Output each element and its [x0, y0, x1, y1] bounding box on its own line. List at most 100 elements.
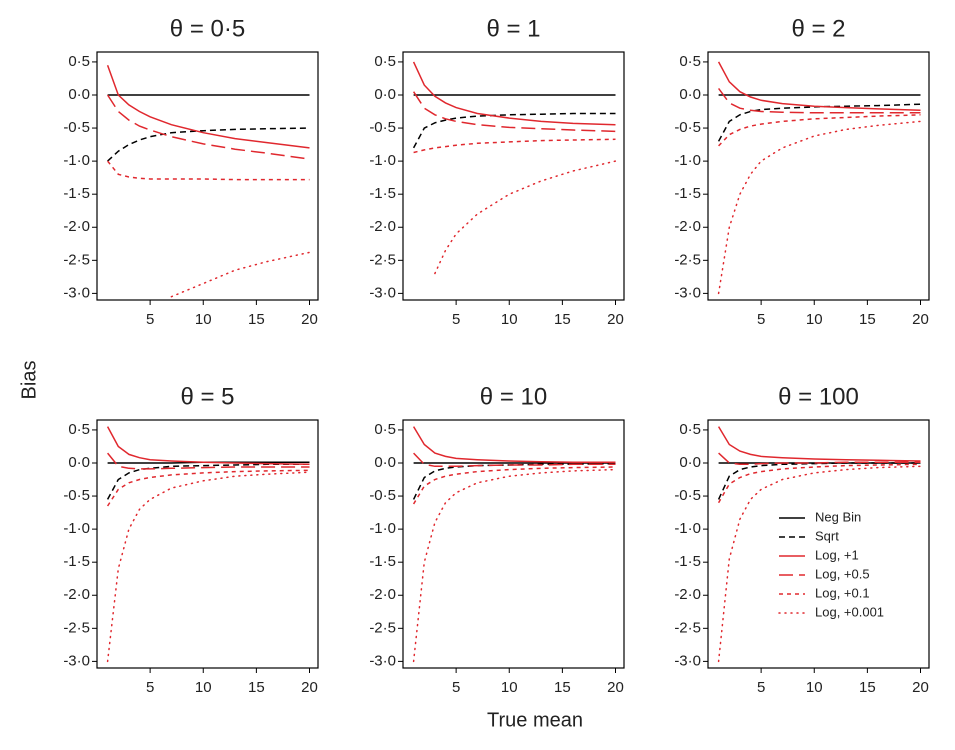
series-group [717, 61, 922, 295]
series-line [107, 461, 310, 464]
series-line [106, 463, 310, 500]
y-tick-label: -2·5 [674, 251, 701, 268]
x-tick-label: 5 [452, 679, 460, 696]
y-tick-label: -3·0 [674, 284, 701, 301]
series-line [412, 91, 616, 133]
x-tick-label: 20 [912, 679, 929, 696]
y-tick-label: -3·0 [674, 652, 701, 669]
plot-frame [402, 51, 625, 301]
y-tick-label: -2·0 [369, 586, 396, 603]
y-tick-label: 0·5 [68, 53, 90, 70]
y-tick-label: -3·0 [63, 284, 90, 301]
y-tick-label: -0·5 [63, 119, 90, 136]
y-tick-label: -2·5 [369, 619, 396, 636]
series-line [106, 64, 310, 149]
series-line [412, 468, 617, 663]
y-tick-label: 0·5 [374, 421, 396, 438]
y-tick-label: -0·5 [369, 487, 396, 504]
series-group [106, 64, 311, 298]
x-axis-label: True mean [487, 709, 583, 731]
y-tick-label: -1·5 [674, 553, 701, 570]
series-line [412, 61, 616, 126]
series-line [107, 127, 310, 162]
panel-title: θ = 0·5 [170, 15, 245, 42]
x-tick-label: 5 [146, 679, 154, 696]
x-tick-label: 20 [607, 679, 624, 696]
x-tick-label: 15 [248, 311, 265, 328]
plot-frame [707, 419, 930, 669]
y-tick-label: 0·0 [374, 454, 396, 471]
y-tick-label: -2·5 [674, 619, 701, 636]
series-line [107, 452, 310, 470]
y-tick-label: -1·5 [369, 553, 396, 570]
series-line [434, 160, 617, 275]
series-line [106, 469, 310, 507]
y-tick-label: -1·0 [674, 152, 701, 169]
y-tick-label: 0·5 [374, 53, 396, 70]
panel-title: θ = 1 [486, 15, 540, 42]
panel-title: θ = 10 [480, 383, 547, 410]
legend-label: Sqrt [815, 528, 839, 543]
y-tick-label: 0·5 [679, 53, 701, 70]
x-tick-label: 10 [195, 311, 212, 328]
y-tick-label: 0·0 [374, 86, 396, 103]
y-tick-label: -2·0 [369, 218, 396, 235]
plot-frame [402, 419, 625, 669]
series-line [106, 94, 310, 160]
x-tick-label: 15 [248, 679, 265, 696]
legend-label: Log, +0.001 [815, 604, 884, 619]
y-tick-label: 0·5 [68, 421, 90, 438]
plot-frame [96, 51, 319, 301]
y-tick-label: -1·5 [63, 185, 90, 202]
series-line [718, 452, 921, 466]
series-line [717, 120, 922, 295]
x-tick-label: 15 [859, 311, 876, 328]
legend-label: Log, +0.1 [815, 585, 870, 600]
x-tick-label: 10 [501, 311, 518, 328]
series-line [413, 452, 616, 468]
panel-title: θ = 100 [778, 383, 859, 410]
series-group [412, 426, 617, 663]
y-tick-label: -1·0 [369, 152, 396, 169]
x-tick-label: 20 [301, 679, 318, 696]
series-line [413, 138, 616, 154]
y-tick-label: 0·0 [679, 86, 701, 103]
panel-title: θ = 5 [180, 383, 234, 410]
y-tick-label: 0·0 [68, 454, 90, 471]
y-tick-label: -2·0 [674, 218, 701, 235]
y-tick-label: -2·5 [63, 619, 90, 636]
y-tick-label: -3·0 [369, 652, 396, 669]
series-line [106, 471, 311, 663]
x-tick-label: 10 [806, 679, 823, 696]
y-tick-label: -3·0 [369, 284, 396, 301]
series-line [412, 462, 616, 500]
series-group [412, 61, 617, 275]
plot-frame [96, 419, 319, 669]
series-group [106, 426, 311, 663]
y-tick-label: -1·0 [674, 520, 701, 537]
y-tick-label: -3·0 [63, 652, 90, 669]
legend-label: Log, +0.5 [815, 566, 870, 581]
y-tick-label: 0·5 [679, 421, 701, 438]
series-line [717, 465, 922, 663]
y-axis-label: Bias [18, 361, 40, 400]
y-tick-label: -1·0 [63, 152, 90, 169]
y-tick-label: -2·0 [63, 586, 90, 603]
series-line [717, 462, 921, 500]
y-tick-label: -0·5 [674, 487, 701, 504]
y-tick-label: -2·0 [63, 218, 90, 235]
x-tick-label: 15 [554, 311, 571, 328]
y-tick-label: -2·0 [674, 586, 701, 603]
y-tick-label: -1·5 [63, 553, 90, 570]
x-tick-label: 5 [757, 311, 765, 328]
plot-frame [707, 51, 930, 301]
y-tick-label: -0·5 [674, 119, 701, 136]
y-tick-label: -1·0 [369, 520, 396, 537]
series-line [106, 426, 310, 466]
legend-label: Log, +1 [815, 547, 859, 562]
y-tick-label: -0·5 [369, 119, 396, 136]
y-tick-label: 0·0 [68, 86, 90, 103]
x-tick-label: 10 [195, 679, 212, 696]
series-line [717, 61, 921, 111]
